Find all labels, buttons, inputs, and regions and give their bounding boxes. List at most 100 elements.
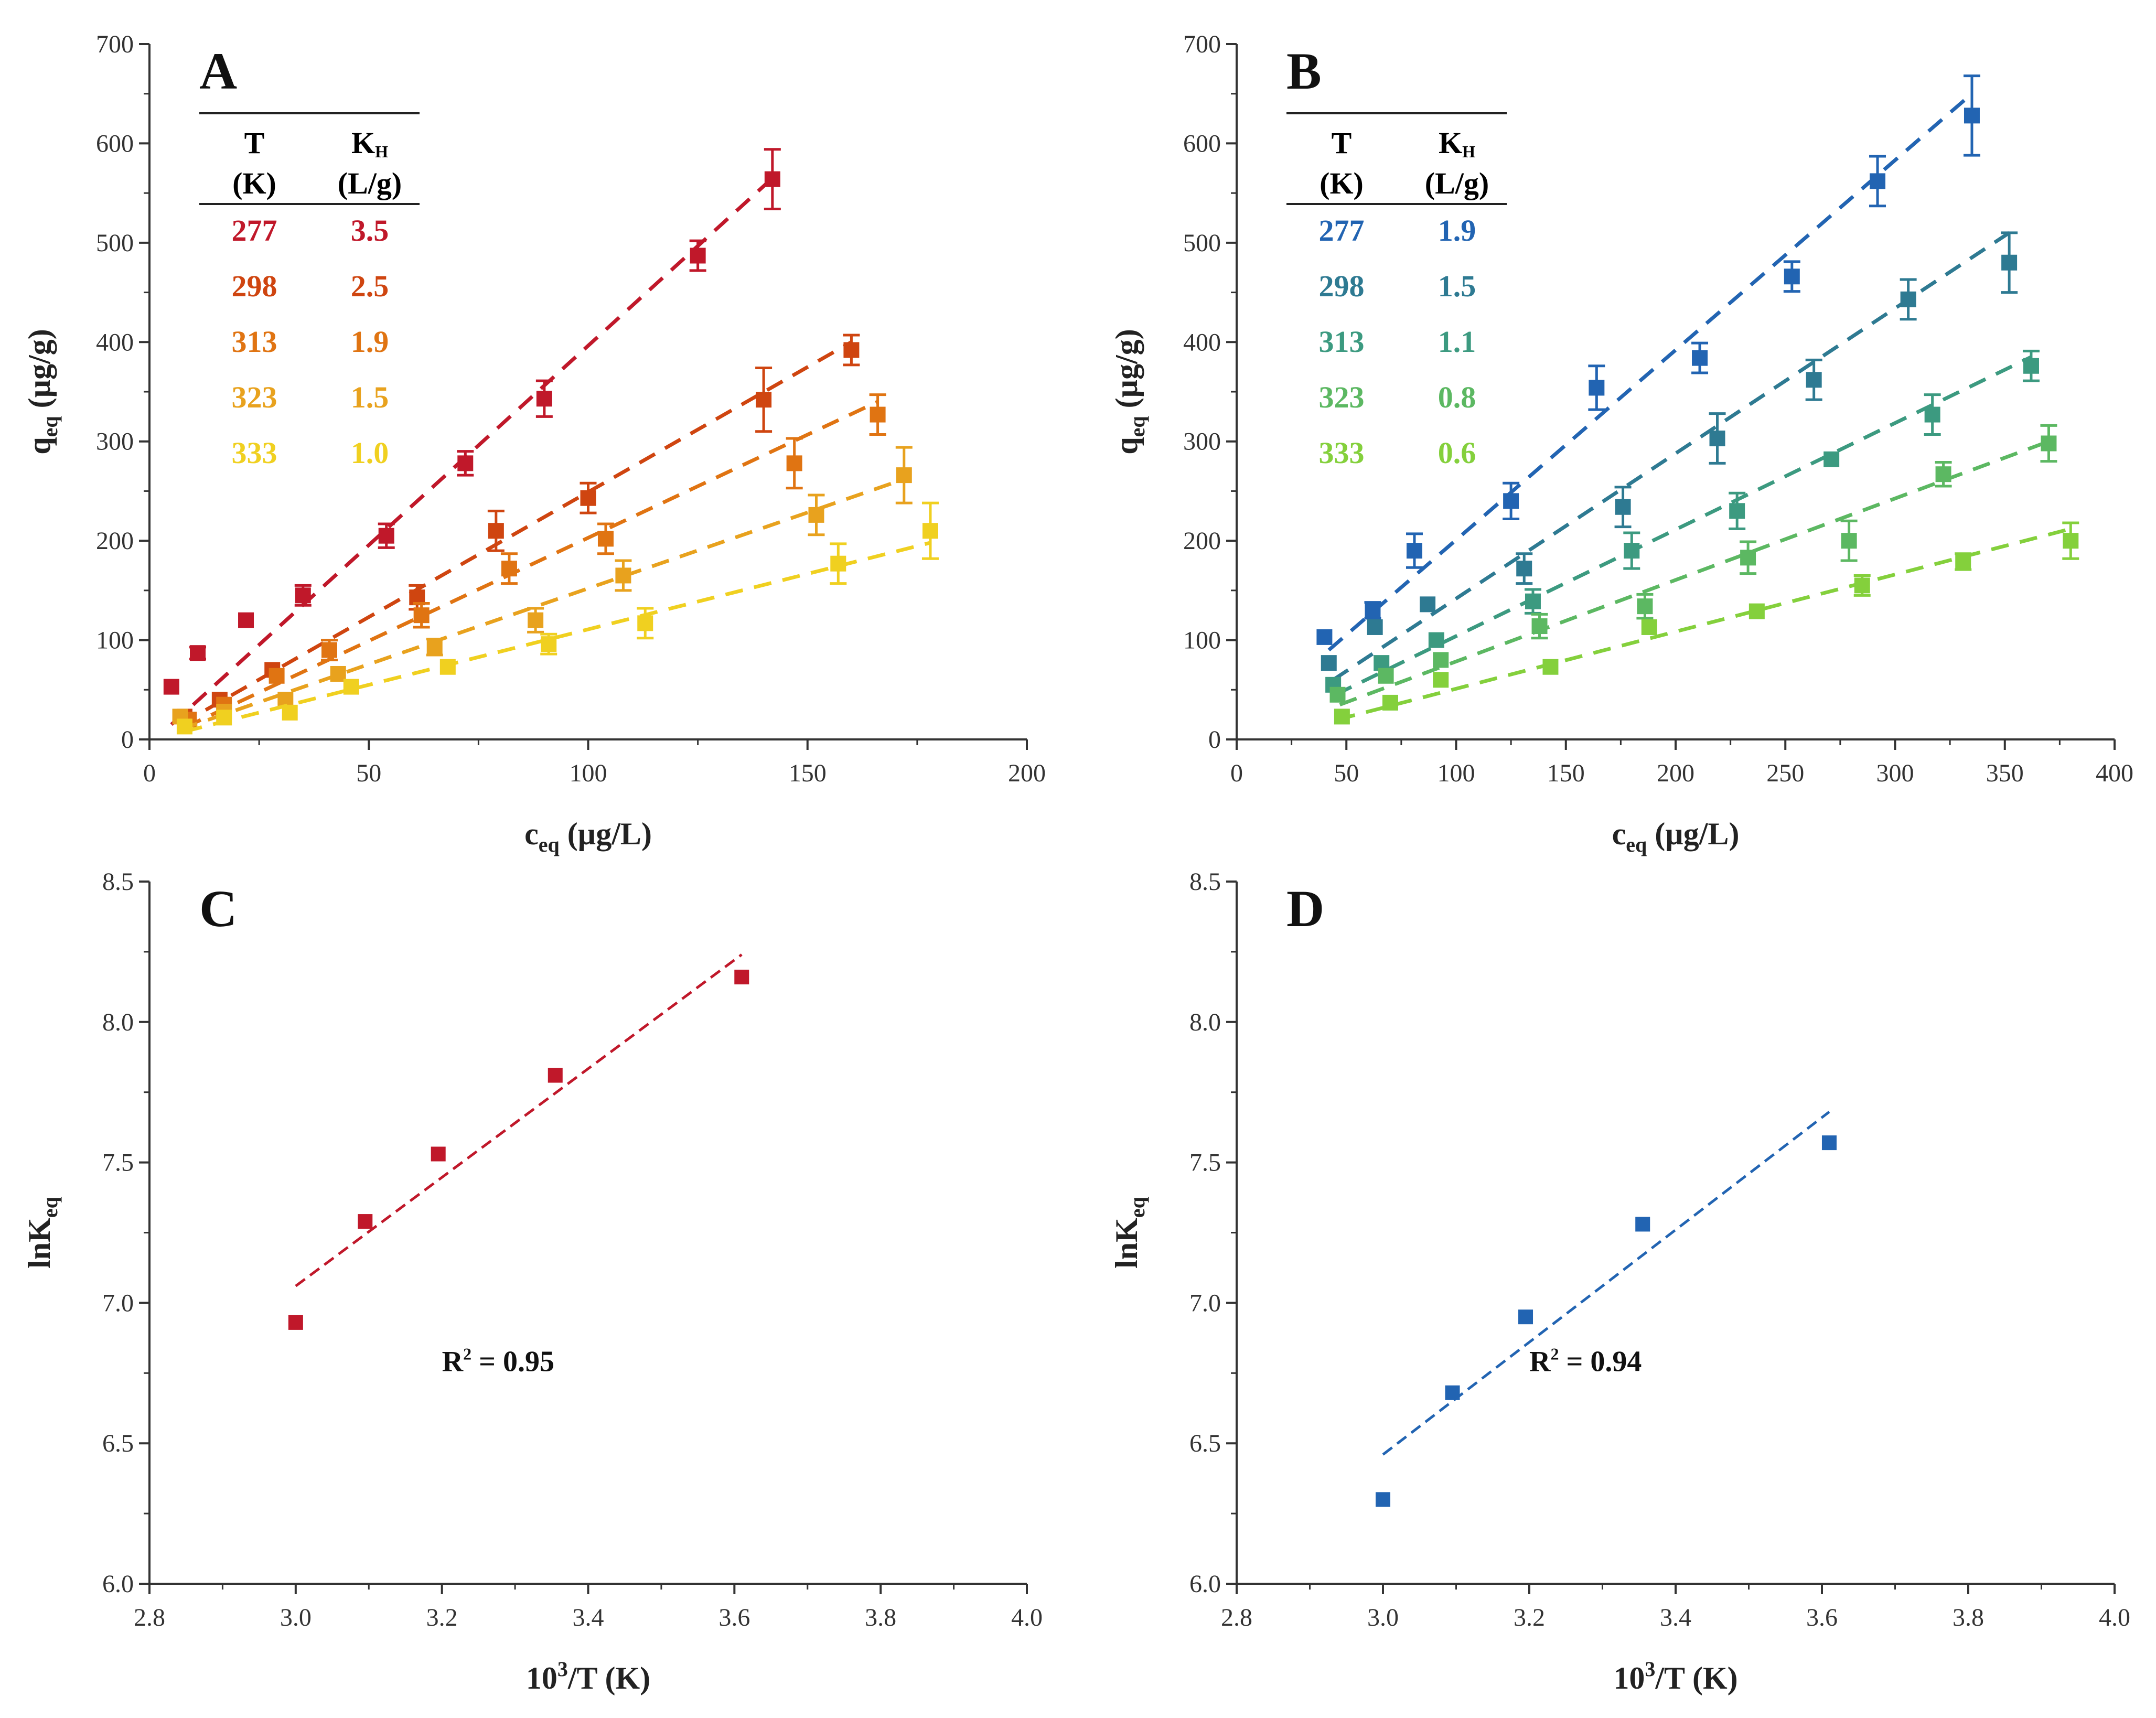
panel-letter: D <box>1286 879 1324 938</box>
fit-line <box>1334 355 2032 696</box>
data-point <box>501 561 517 577</box>
data-point <box>457 455 474 471</box>
data-point <box>1531 618 1548 635</box>
x-axis-label-sup: 3 <box>1645 1657 1655 1681</box>
y-tick-label: 6.5 <box>1189 1430 1221 1457</box>
table-header-t-unit: (K) <box>232 166 276 200</box>
table-kh: 1.1 <box>1438 325 1476 359</box>
data-point <box>528 612 544 628</box>
data-point <box>1615 499 1631 515</box>
x-tick-label: 250 <box>1766 759 1804 787</box>
data-point <box>1516 561 1532 577</box>
series-277 <box>1316 74 1980 652</box>
table-kh: 0.6 <box>1438 436 1476 470</box>
y-tick-label: 0 <box>1208 726 1221 754</box>
data-point <box>1589 380 1605 396</box>
y-axis-label: lnKeq <box>22 1197 62 1269</box>
x-tick-label: 150 <box>1547 759 1585 787</box>
y-axis-label-unit: (µg/g) <box>1109 329 1144 416</box>
data-point <box>1445 1385 1460 1400</box>
data-point <box>1316 629 1333 645</box>
series-313 <box>181 393 886 729</box>
y-tick-label: 6.0 <box>102 1570 134 1598</box>
data-point <box>1955 553 1971 570</box>
r-squared-annotation: R2 = 0.95 <box>442 1344 554 1378</box>
data-point <box>1367 619 1383 635</box>
data-point <box>1503 493 1519 509</box>
data-point <box>413 607 430 624</box>
y-axis-label: qeq (µg/g) <box>1109 329 1149 455</box>
data-point <box>1729 503 1745 519</box>
series-298 <box>176 334 860 726</box>
y-tick-label: 200 <box>96 527 134 555</box>
fit-line <box>1382 1111 1830 1456</box>
data-point <box>1376 1492 1390 1507</box>
fit-line <box>295 953 743 1287</box>
panel-letter: C <box>199 879 237 938</box>
series-fit <box>1376 1111 1837 1507</box>
x-tick-label: 4.0 <box>1011 1604 1043 1631</box>
panel-D: 2.8 3.0 3.2 3.4 3.6 3.8 4.0 6.0 6.5 7.0 7.5 8.0 8.5 1… <box>1109 868 2130 1695</box>
data-point <box>321 642 337 658</box>
data-point <box>1935 466 1951 482</box>
table-temperature: 323 <box>1319 380 1365 414</box>
data-point <box>896 467 912 484</box>
data-point <box>1433 672 1449 688</box>
data-point <box>756 392 772 408</box>
data-point <box>1518 1309 1533 1325</box>
x-axis-label: ceq (µg/L) <box>524 817 652 856</box>
y-axis-label-main: lnK <box>22 1218 57 1269</box>
data-point <box>1406 543 1422 559</box>
series-333 <box>176 501 939 735</box>
data-point <box>2001 254 2018 271</box>
table-header-k-unit: (L/g) <box>338 166 402 200</box>
data-point <box>1334 708 1350 725</box>
data-point <box>536 391 552 407</box>
fit-line <box>179 477 905 732</box>
data-point <box>238 612 254 628</box>
y-tick-label: 100 <box>1183 627 1221 654</box>
y-axis-label-main: lnK <box>1109 1218 1144 1269</box>
y-tick-label: 600 <box>1183 130 1221 157</box>
y-tick-label: 7.5 <box>102 1149 134 1177</box>
data-point <box>1329 686 1346 703</box>
table-temperature: 323 <box>232 380 277 414</box>
fit-line <box>170 177 774 726</box>
data-point <box>269 668 285 684</box>
data-point <box>1964 108 1980 124</box>
data-point <box>843 342 860 358</box>
table-temperature: 333 <box>232 436 277 470</box>
x-tick-label: 350 <box>1986 759 2024 787</box>
x-tick-label: 3.6 <box>718 1604 750 1631</box>
table-temperature: 333 <box>1319 436 1365 470</box>
series-277 <box>163 148 781 726</box>
y-axis-label-sub: eq <box>1125 416 1149 437</box>
y-tick-label: 500 <box>1183 229 1221 257</box>
y-tick-label: 7.5 <box>1189 1149 1221 1177</box>
y-tick-label: 700 <box>1183 30 1221 58</box>
series-fit <box>288 953 749 1330</box>
table-header-k-main: K <box>1439 126 1462 160</box>
table-temperature: 298 <box>1319 269 1365 303</box>
table-header-k-main: K <box>351 126 375 160</box>
data-point <box>1821 1135 1837 1151</box>
y-tick-label: 8.0 <box>102 1008 134 1036</box>
x-tick-label: 50 <box>1334 759 1359 787</box>
x-tick-label: 150 <box>789 759 827 787</box>
data-point <box>2023 358 2039 374</box>
data-point <box>1870 173 1886 189</box>
series-333 <box>1334 521 2079 725</box>
table-kh: 1.9 <box>1438 213 1476 248</box>
table-kh: 2.5 <box>351 269 389 303</box>
x-tick-label: 3.0 <box>280 1604 312 1631</box>
r-squared-annotation: R2 = 0.94 <box>1529 1344 1642 1378</box>
data-point <box>690 248 706 264</box>
x-tick-label: 50 <box>356 759 381 787</box>
series-323 <box>1329 424 2057 706</box>
y-axis-label-sub: eq <box>38 1197 62 1218</box>
data-point <box>1841 533 1857 549</box>
data-point <box>431 1146 446 1162</box>
x-tick-label: 200 <box>1008 759 1046 787</box>
x-tick-label: 4.0 <box>2099 1604 2130 1631</box>
data-point <box>1420 596 1436 613</box>
